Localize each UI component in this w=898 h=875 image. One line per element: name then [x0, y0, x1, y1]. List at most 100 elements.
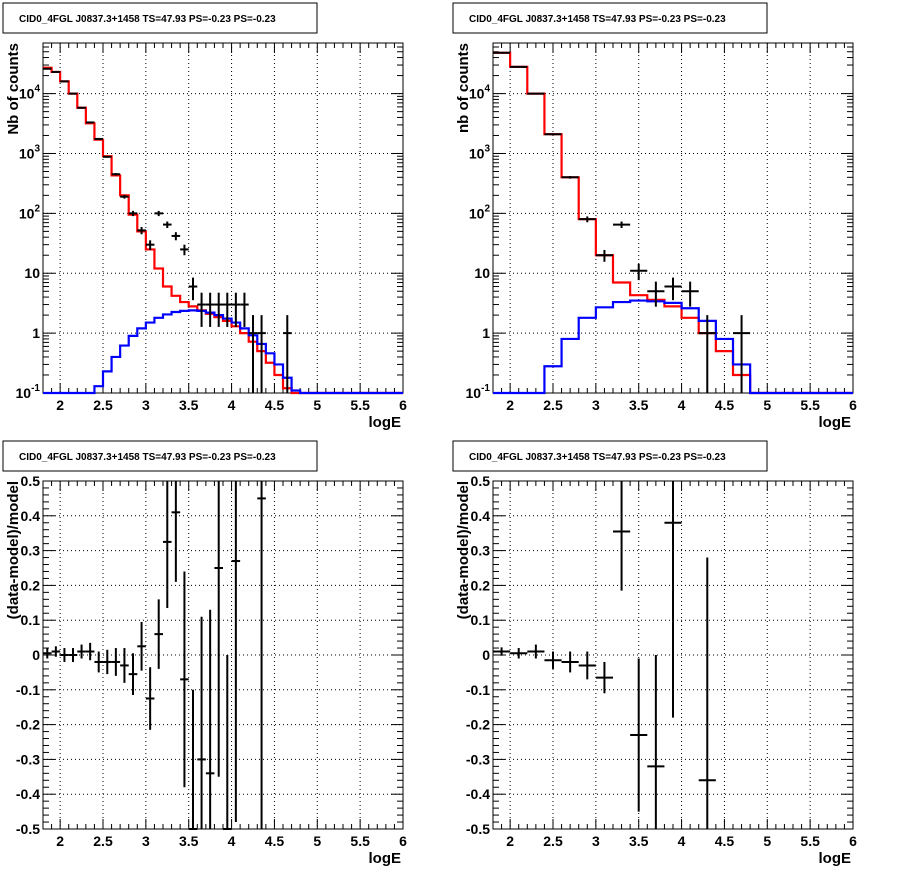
x-tick-label: 3.5 — [179, 397, 199, 413]
x-axis-title: logE — [819, 850, 852, 867]
x-tick-label: 2.5 — [543, 397, 563, 413]
data-point — [630, 658, 648, 812]
y-tick-label: 10-1 — [16, 383, 41, 401]
chart-title-box — [452, 2, 768, 34]
x-tick-label: 3 — [142, 833, 150, 849]
y-tick-label: 0.4 — [21, 508, 41, 524]
data-point — [205, 609, 215, 829]
data-point — [595, 249, 613, 262]
data-point — [613, 221, 631, 229]
axis-ticks — [42, 480, 404, 830]
data-point — [257, 481, 266, 829]
data-point — [120, 648, 129, 683]
data-point — [85, 121, 95, 124]
y-tick-label: 102 — [19, 203, 41, 221]
data-point — [171, 481, 181, 582]
data-point — [698, 315, 716, 393]
data-point — [68, 648, 78, 662]
data-point — [163, 481, 172, 609]
x-tick-label: 4.5 — [715, 397, 735, 413]
x-tick-label: 5.5 — [350, 833, 370, 849]
data-point — [154, 599, 163, 669]
x-tick-label: 2 — [506, 397, 514, 413]
y-tick-label: 103 — [19, 143, 41, 161]
data-point — [578, 216, 596, 223]
y-tick-label: 1 — [32, 325, 40, 341]
y-tick-label: 10 — [24, 265, 40, 281]
x-tick-label: 4 — [228, 397, 236, 413]
data-point — [561, 176, 579, 179]
x-tick-label: 2.5 — [93, 833, 113, 849]
data-point — [283, 315, 292, 393]
data-point — [145, 240, 155, 250]
data-point — [527, 644, 545, 659]
data-point — [85, 642, 95, 661]
data-point — [561, 651, 579, 673]
data-point — [180, 571, 189, 788]
x-tick-label: 4 — [678, 397, 686, 413]
x-tick-label: 3.5 — [629, 397, 649, 413]
data-point — [510, 648, 528, 659]
x-tick-label: 3.5 — [179, 833, 199, 849]
y-tick-label: -0.3 — [466, 751, 490, 767]
data-point — [664, 481, 682, 718]
chart-title: CID0_4FGL J0837.3+1458 TS=47.93 PS=-0.23… — [469, 452, 726, 463]
x-axis-title: logE — [369, 850, 402, 867]
data-point — [231, 481, 241, 823]
data-point — [613, 481, 631, 591]
y-tick-label: 10 — [474, 265, 490, 281]
axis-ticks — [42, 42, 404, 394]
data-point — [544, 133, 562, 136]
x-tick-label: 6 — [399, 397, 407, 413]
y-tick-label: -0.2 — [466, 717, 490, 733]
data-point — [154, 210, 163, 217]
data-point — [205, 292, 215, 327]
y-tick-label: 0.1 — [471, 612, 491, 628]
data-point — [94, 137, 103, 140]
x-tick-label: 2.5 — [93, 397, 113, 413]
x-tick-label: 5 — [313, 833, 321, 849]
y-tick-label: -0.5 — [16, 821, 40, 837]
x-tick-label: 3.5 — [629, 833, 649, 849]
chart-panel-3: CID0_4FGL J0837.3+1458 TS=47.93 PS=-0.23… — [2, 440, 407, 867]
data-point — [145, 667, 155, 730]
data-points — [493, 51, 751, 393]
x-tick-label: 5 — [763, 397, 771, 413]
x-tick-label: 5 — [313, 397, 321, 413]
y-tick-label: -0.4 — [16, 786, 40, 802]
y-tick-label: -0.2 — [16, 717, 40, 733]
y-tick-label: 0.2 — [21, 577, 41, 593]
y-axis-title: (data-model)/model — [5, 481, 22, 619]
x-tick-label: 6 — [399, 833, 407, 849]
data-point — [111, 173, 121, 176]
data-point — [188, 689, 198, 830]
x-tick-label: 2 — [506, 833, 514, 849]
x-axis-title: logE — [369, 414, 402, 431]
x-tick-label: 5.5 — [350, 397, 370, 413]
x-tick-label: 2 — [56, 833, 64, 849]
y-tick-label: 0.4 — [471, 508, 491, 524]
data-point — [77, 644, 86, 659]
data-point — [137, 621, 146, 671]
axis-ticks — [492, 42, 854, 394]
data-point — [578, 651, 596, 680]
data-points — [43, 67, 292, 393]
y-tick-label: 0.3 — [21, 543, 41, 559]
data-point — [103, 649, 112, 675]
data-point — [647, 281, 665, 307]
data-point — [60, 648, 69, 662]
y-axis-title: nb of counts — [455, 43, 472, 133]
y-tick-label: -0.5 — [466, 821, 490, 837]
x-tick-label: 4 — [678, 833, 686, 849]
data-point — [137, 226, 146, 235]
y-axis-title: (data-model)/model — [455, 481, 472, 619]
data-point — [128, 210, 138, 217]
chart-panel-4: CID0_4FGL J0837.3+1458 TS=47.93 PS=-0.23… — [452, 440, 857, 867]
x-tick-label: 2.5 — [543, 833, 563, 849]
x-tick-label: 3 — [592, 833, 600, 849]
y-axis-title: Nb of counts — [5, 43, 22, 135]
axis-ticks — [492, 480, 854, 830]
y-tick-label: 103 — [469, 143, 491, 161]
data-point — [698, 557, 716, 829]
